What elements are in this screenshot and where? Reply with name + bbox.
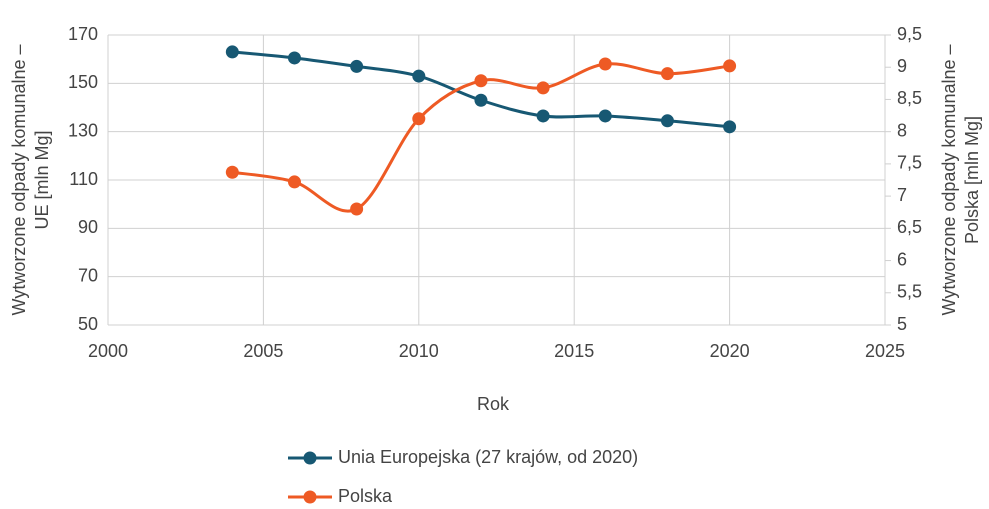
y2-tick-label: 9,5 — [897, 24, 922, 44]
point — [536, 81, 550, 95]
point — [536, 109, 550, 123]
x-tick-label: 2010 — [399, 341, 439, 361]
legend-label: Unia Europejska (27 krajów, od 2020) — [338, 447, 638, 467]
point — [660, 114, 674, 128]
point — [723, 59, 737, 73]
y2-axis-title: Wytworzone odpady komunalne – — [939, 45, 959, 316]
x-tick-label: 2005 — [243, 341, 283, 361]
y2-axis-title: Polska [mln Mg] — [962, 116, 982, 244]
y-tick-label: 170 — [68, 24, 98, 44]
legend-marker — [303, 451, 317, 465]
point — [287, 51, 301, 65]
point — [225, 45, 239, 59]
point — [660, 67, 674, 81]
y2-tick-label: 6 — [897, 249, 907, 269]
y-tick-label: 70 — [78, 265, 98, 285]
y-tick-label: 50 — [78, 314, 98, 334]
y-tick-label: 150 — [68, 72, 98, 92]
y-tick-label: 110 — [69, 169, 98, 189]
x-tick-label: 2015 — [554, 341, 594, 361]
point — [474, 93, 488, 107]
point — [225, 165, 239, 179]
y2-tick-label: 7,5 — [897, 153, 922, 173]
point — [412, 112, 426, 126]
legend-marker — [303, 490, 317, 504]
point — [287, 175, 301, 189]
point — [350, 59, 364, 73]
x-tick-label: 2020 — [710, 341, 750, 361]
series-line — [232, 50, 730, 129]
point — [474, 74, 488, 88]
point — [350, 202, 364, 216]
y2-tick-label: 8,5 — [897, 88, 922, 108]
point — [598, 57, 612, 71]
y2-tick-label: 7 — [897, 185, 907, 205]
point — [412, 69, 426, 83]
y2-tick-label: 6,5 — [897, 217, 922, 237]
y2-tick-label: 9 — [897, 56, 907, 76]
x-tick-label: 2025 — [865, 341, 905, 361]
y2-tick-label: 8 — [897, 120, 907, 140]
y-tick-label: 90 — [78, 217, 98, 237]
y-axis-title: UE [mln Mg] — [32, 130, 52, 229]
point — [723, 120, 737, 134]
x-tick-label: 2000 — [88, 341, 128, 361]
y-axis-title: Wytworzone odpady komunalne – — [9, 45, 29, 316]
y-tick-label: 130 — [68, 120, 98, 140]
y2-tick-label: 5 — [897, 314, 907, 334]
legend-label: Polska — [338, 486, 393, 506]
y2-tick-label: 5,5 — [897, 282, 922, 302]
x-axis-title: Rok — [477, 394, 510, 414]
point — [598, 109, 612, 123]
